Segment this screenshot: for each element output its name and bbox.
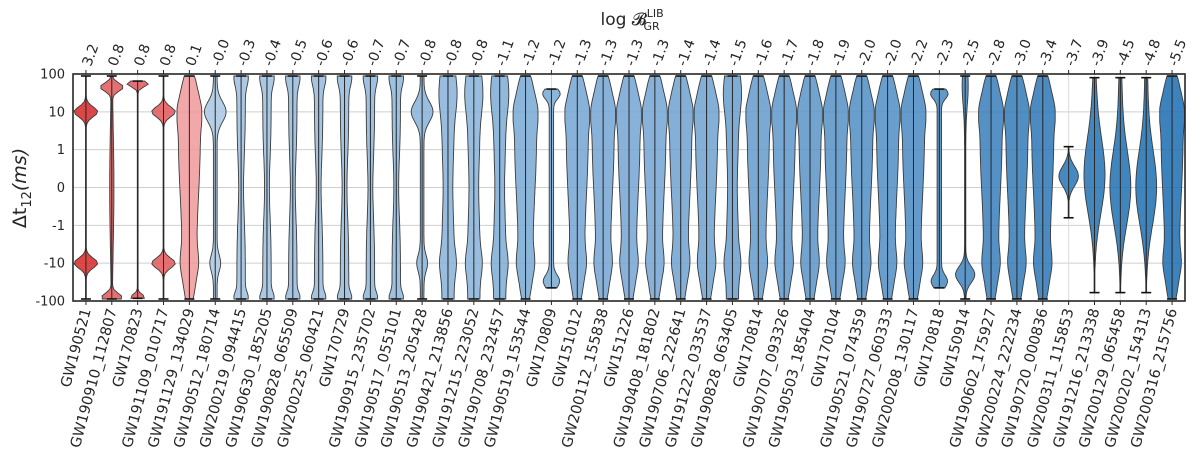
bf-label-GW190517_055101: -0.7 [390, 37, 414, 68]
bf-label-GW191222_033537: -1.4 [700, 37, 724, 68]
bf-label-GW191216_213338: -3.9 [1088, 37, 1112, 68]
bf-label-GW170818: -2.3 [933, 37, 957, 68]
bf-label-GW200219_094415: -0.3 [235, 37, 259, 68]
bf-label-GW190519_153544: -1.2 [519, 37, 543, 68]
bf-label-GW190513_205428: -0.8 [416, 37, 440, 68]
y-axis-title-main: Δt [9, 208, 31, 228]
bf-label-GW190720_000836: -3.4 [1037, 37, 1061, 68]
bf-label-GW190512_180714: -0.0 [209, 37, 233, 68]
bf-label-GW200208_130117: -2.2 [907, 37, 931, 68]
top-axis-title-main: log 𝓑 [600, 10, 647, 30]
bf-label-GW190521_074359: -2.0 [855, 37, 879, 68]
y-tick-label: 100 [40, 68, 65, 83]
bf-label-GW151226: -1.3 [623, 37, 647, 68]
bf-label-GW190828_065509: -0.5 [287, 37, 311, 68]
bf-label-GW190708_232457: -1.1 [493, 37, 517, 68]
bottom-axis: GW190521GW190910_112807GW170823GW191109_… [58, 301, 1181, 450]
bf-label-GW191215_223052: -0.8 [468, 37, 492, 68]
violins [73, 75, 1185, 300]
bf-label-GW170104: -1.9 [830, 37, 854, 68]
bf-label-GW190630_185205: -0.4 [261, 37, 285, 68]
top-axis-title: log 𝓑LIB GR [600, 7, 663, 33]
bf-label-GW190408_181802: -1.3 [649, 37, 673, 68]
top-axis-title-sub: GR [644, 20, 661, 33]
bf-label-GW200202_154313: -4.8 [1140, 37, 1164, 68]
bf-label-GW151012: -1.3 [571, 37, 595, 68]
y-axis-title-sub: 12 [20, 191, 35, 208]
bf-label-GW200311_115853: -3.7 [1062, 37, 1086, 68]
bf-label-GW190421_213856: -0.8 [442, 37, 466, 68]
bf-label-GW190706_222641: -1.4 [674, 37, 698, 68]
bf-label-GW190602_175927: -2.8 [985, 37, 1009, 68]
bf-label-GW170823: 0.8 [131, 42, 154, 68]
bf-label-GW191129_134029: 0.1 [183, 42, 206, 68]
bf-label-GW200225_060421: -0.6 [312, 37, 336, 68]
bf-label-GW200129_065458: -4.5 [1114, 37, 1138, 68]
y-tick-label: -100 [35, 295, 65, 310]
y-tick-label: 10 [48, 105, 65, 120]
bf-label-GW190707_093326: -1.7 [778, 37, 802, 68]
bf-label-GW170809: -1.2 [545, 37, 569, 68]
y-axis-title-unit: (ms) [9, 148, 31, 191]
y-tick-label: -10 [44, 257, 65, 272]
bf-label-GW190727_060333: -2.0 [881, 37, 905, 68]
y-axis-title: Δt12(ms) [9, 148, 35, 228]
bf-label-GW190503_185404: -1.8 [804, 37, 828, 68]
top-axis-title-sup: LIB [647, 7, 664, 20]
bf-label-GW200316_215756: -5.5 [1166, 37, 1190, 68]
bf-label-GW200112_155838: -1.3 [597, 37, 621, 68]
y-tick-label: 0 [57, 181, 65, 196]
bf-label-GW190915_235702: -0.7 [364, 37, 388, 68]
bf-label-GW170814: -1.6 [752, 37, 776, 68]
top-axis: 3.2 0.8 0.8 0.8 0.1 -0.0 -0.3 -0.4 -0.5 -0.6 -0.6-… [80, 37, 1190, 74]
bf-label-GW190910_112807: 0.8 [106, 42, 129, 68]
y-tick-label: -1 [52, 219, 65, 234]
bf-label-GW200224_222234: -3.0 [1011, 37, 1035, 68]
bf-label-GW150914: -2.5 [959, 37, 983, 68]
bf-label-GW170729: -0.6 [338, 37, 362, 68]
bf-label-GW191109_010717: 0.8 [157, 42, 180, 68]
y-tick-label: 1 [57, 143, 65, 158]
bf-label-GW190828_063405: -1.5 [726, 37, 750, 68]
bf-label-GW190521: 3.2 [80, 42, 103, 68]
